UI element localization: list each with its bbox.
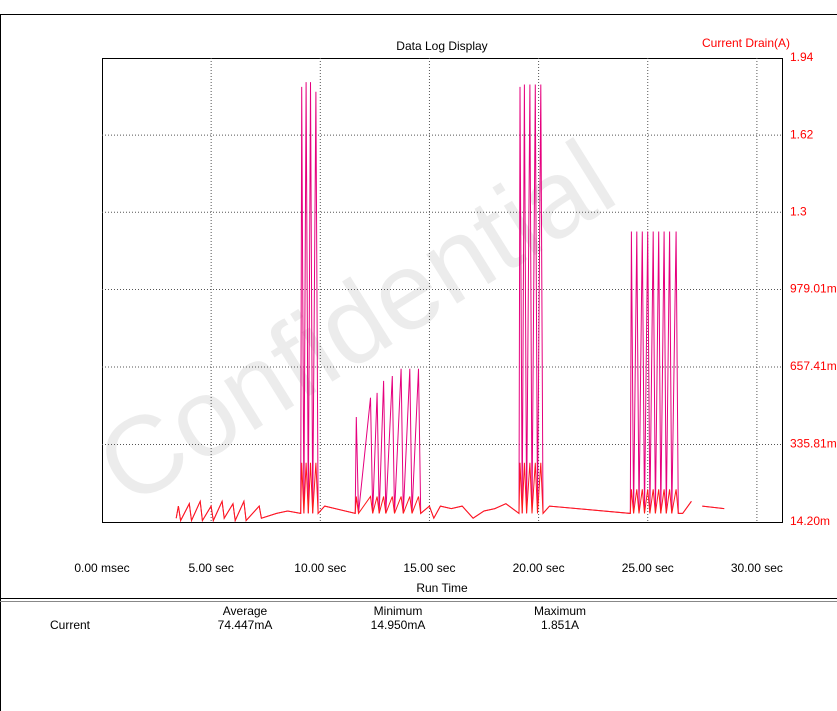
y-tick-label: 1.62 <box>790 127 814 141</box>
frame <box>0 14 837 711</box>
series-line <box>175 462 725 523</box>
stat-header: Average <box>223 604 268 618</box>
stat-value: 14.950mA <box>371 618 426 632</box>
x-tick-label: 25.00 sec <box>622 561 674 575</box>
y-tick-label: 14.20m <box>790 514 830 528</box>
x-tick-label: 20.00 sec <box>513 561 565 575</box>
stat-header: Maximum <box>534 604 586 618</box>
x-axis-label: Run Time <box>416 581 468 595</box>
y-tick-label: 335.81m <box>790 437 837 451</box>
stat-row-label: Current <box>50 618 91 632</box>
x-tick-label: 15.00 sec <box>403 561 455 575</box>
x-tick-label: 10.00 sec <box>294 561 346 575</box>
y-tick-label: 1.3 <box>790 204 807 218</box>
y-tick-label: 1.94 <box>790 50 814 64</box>
plot-area <box>102 58 783 523</box>
y-axis-label: Current Drain(A) <box>702 36 790 50</box>
stat-value: 74.447mA <box>218 618 273 632</box>
y-tick-label: 657.41m <box>790 359 837 373</box>
x-tick-label: 30.00 sec <box>731 561 783 575</box>
stat-value: 1.851A <box>541 618 579 632</box>
y-tick-label: 979.01m <box>790 282 837 296</box>
x-tick-label: 5.00 sec <box>188 561 233 575</box>
stat-header: Minimum <box>374 604 423 618</box>
x-tick-label: 0.00 msec <box>74 561 129 575</box>
chart-title: Data Log Display <box>396 39 487 53</box>
